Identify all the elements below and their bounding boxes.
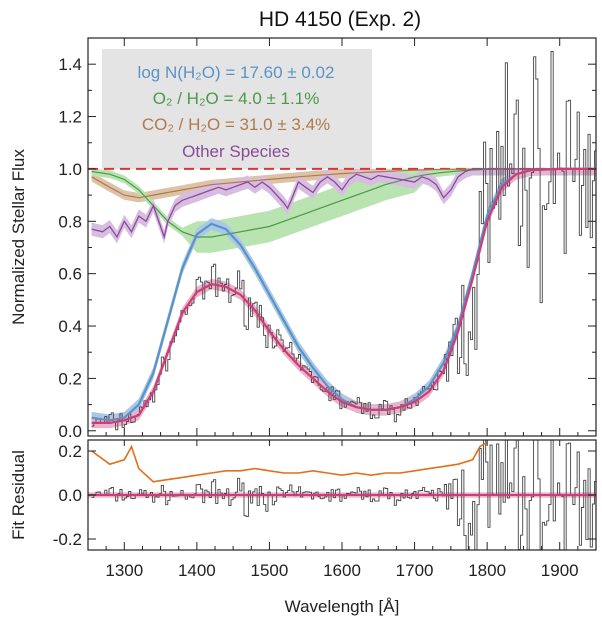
xtick-label: 1400	[178, 561, 216, 580]
o2-model-line	[91, 168, 596, 238]
residual-ytick-label: 0.0	[58, 486, 82, 505]
legend-o2: O₂ / H₂O = 4.0 ± 1.1%	[153, 89, 320, 108]
xtick-label: 1500	[251, 561, 289, 580]
flux-ytick-label: 1.0	[58, 160, 82, 179]
residual-panel: -0.2 0.0 0.2	[53, 439, 597, 551]
flux-panel: log N(H₂O) = 17.60 ± 0.02 O₂ / H₂O = 4.0…	[58, 37, 597, 441]
flux-ytick-label: 0.8	[58, 212, 82, 231]
residual-uncertainty-curve	[91, 441, 488, 483]
legend-co2: CO₂ / H₂O = 31.0 ± 3.4%	[142, 115, 330, 134]
h2o-uncertainty-band	[91, 168, 596, 427]
other-species-model-line	[91, 168, 596, 240]
xtick-label: 1300	[105, 561, 143, 580]
flux-ytick-label: 0.6	[58, 265, 82, 284]
xtick-label: 1600	[323, 561, 361, 580]
xtick-label: 1700	[396, 561, 434, 580]
xtick-label: 1800	[468, 561, 506, 580]
flux-ylabel: Normalized Stellar Flux	[9, 149, 28, 325]
h2o-model-line	[91, 167, 596, 422]
legend-h2o: log N(H₂O) = 17.60 ± 0.02	[138, 63, 335, 82]
legend: log N(H₂O) = 17.60 ± 0.02 O₂ / H₂O = 4.0…	[102, 49, 372, 169]
flux-ytick-label: 0.4	[58, 317, 82, 336]
flux-ytick-label: 0.2	[58, 369, 82, 388]
residual-ytick-label: 0.2	[58, 442, 82, 461]
co2-model-line	[91, 168, 596, 199]
residual-ylabel: Fit Residual	[9, 450, 28, 540]
residual-ytick-label: -0.2	[53, 530, 82, 549]
legend-other: Other Species	[182, 142, 290, 161]
flux-ytick-label: 1.4	[58, 55, 82, 74]
x-axis-label: Wavelength [Å]	[285, 597, 400, 616]
flux-ytick-label: 1.2	[58, 108, 82, 127]
flux-ytick-label: 0.0	[58, 422, 82, 441]
chart-title: HD 4150 (Exp. 2)	[259, 8, 421, 31]
xtick-label: 1900	[541, 561, 579, 580]
combined-fit-line	[91, 167, 596, 424]
legend-background	[102, 49, 372, 169]
